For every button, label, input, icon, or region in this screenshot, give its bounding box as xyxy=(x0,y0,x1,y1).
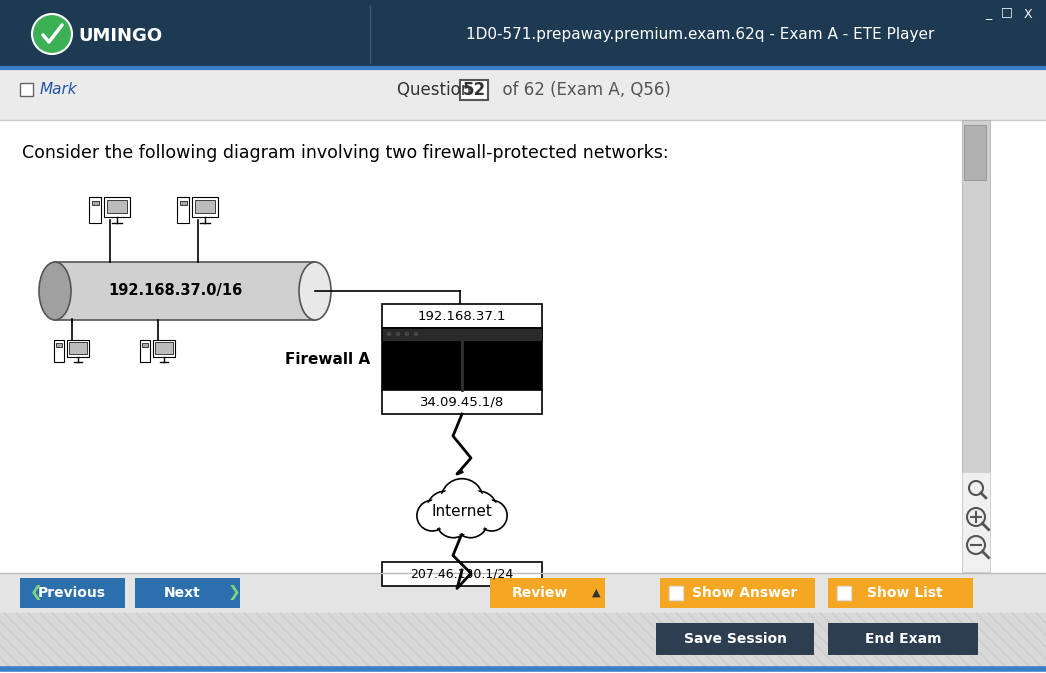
Text: _: _ xyxy=(985,7,992,20)
Text: Review: Review xyxy=(511,586,568,600)
Circle shape xyxy=(453,503,487,538)
FancyBboxPatch shape xyxy=(382,304,542,328)
FancyBboxPatch shape xyxy=(962,120,990,575)
Text: □: □ xyxy=(1001,5,1013,18)
FancyBboxPatch shape xyxy=(192,197,218,217)
FancyBboxPatch shape xyxy=(20,578,126,608)
Text: ❮: ❮ xyxy=(30,586,43,600)
FancyBboxPatch shape xyxy=(107,200,128,213)
Circle shape xyxy=(395,331,401,337)
FancyBboxPatch shape xyxy=(178,197,188,223)
FancyBboxPatch shape xyxy=(153,340,175,357)
FancyBboxPatch shape xyxy=(92,201,98,205)
FancyBboxPatch shape xyxy=(0,573,1046,613)
FancyBboxPatch shape xyxy=(962,472,990,572)
Circle shape xyxy=(386,331,392,337)
Circle shape xyxy=(429,493,461,526)
FancyBboxPatch shape xyxy=(382,328,542,341)
Text: ▲: ▲ xyxy=(592,588,600,598)
Circle shape xyxy=(413,331,419,337)
Text: X: X xyxy=(1024,7,1032,20)
FancyBboxPatch shape xyxy=(155,342,173,354)
FancyBboxPatch shape xyxy=(195,200,215,213)
FancyBboxPatch shape xyxy=(828,623,978,655)
FancyBboxPatch shape xyxy=(490,578,605,608)
FancyBboxPatch shape xyxy=(140,340,150,362)
Text: End Exam: End Exam xyxy=(865,632,941,646)
Text: 192.168.37.0/16: 192.168.37.0/16 xyxy=(108,283,242,299)
Circle shape xyxy=(460,491,497,528)
Circle shape xyxy=(455,505,485,536)
FancyBboxPatch shape xyxy=(0,0,1046,68)
Circle shape xyxy=(418,502,446,529)
Text: Internet: Internet xyxy=(432,503,493,518)
Text: Show List: Show List xyxy=(867,586,942,600)
Circle shape xyxy=(444,481,480,518)
FancyBboxPatch shape xyxy=(0,613,1046,669)
FancyBboxPatch shape xyxy=(67,340,89,357)
Text: 207.46.130.1/24: 207.46.130.1/24 xyxy=(410,567,514,581)
Text: ❯: ❯ xyxy=(228,586,241,600)
Text: Firewall A: Firewall A xyxy=(285,351,370,367)
FancyBboxPatch shape xyxy=(105,197,130,217)
Ellipse shape xyxy=(39,262,71,320)
FancyBboxPatch shape xyxy=(142,343,147,347)
Circle shape xyxy=(404,331,410,337)
Text: Show Answer: Show Answer xyxy=(692,586,798,600)
FancyBboxPatch shape xyxy=(382,562,542,586)
Text: 1D0-571.prepaway.premium.exam.62q - Exam A - ETE Player: 1D0-571.prepaway.premium.exam.62q - Exam… xyxy=(465,26,934,42)
Text: Previous: Previous xyxy=(38,586,106,600)
Text: Next: Next xyxy=(163,586,201,600)
Circle shape xyxy=(417,500,448,531)
FancyBboxPatch shape xyxy=(460,80,488,100)
Text: 34.09.45.1/8: 34.09.45.1/8 xyxy=(419,396,504,409)
Circle shape xyxy=(478,502,505,529)
FancyBboxPatch shape xyxy=(828,578,973,608)
FancyBboxPatch shape xyxy=(69,342,87,354)
Text: 52: 52 xyxy=(462,81,485,99)
FancyBboxPatch shape xyxy=(656,623,814,655)
Ellipse shape xyxy=(299,262,331,320)
Text: Consider the following diagram involving two firewall-protected networks:: Consider the following diagram involving… xyxy=(22,144,668,162)
FancyBboxPatch shape xyxy=(0,120,960,575)
Text: of 62 (Exam A, Q56): of 62 (Exam A, Q56) xyxy=(492,81,670,99)
Circle shape xyxy=(476,500,507,531)
FancyBboxPatch shape xyxy=(669,586,683,600)
FancyBboxPatch shape xyxy=(660,578,815,608)
Text: Mark: Mark xyxy=(40,83,77,98)
FancyBboxPatch shape xyxy=(180,201,186,205)
FancyBboxPatch shape xyxy=(54,340,64,362)
Circle shape xyxy=(427,491,463,528)
Circle shape xyxy=(32,14,72,54)
FancyBboxPatch shape xyxy=(20,83,33,96)
FancyBboxPatch shape xyxy=(89,197,100,223)
Text: Question: Question xyxy=(397,81,482,99)
Text: Save Session: Save Session xyxy=(683,632,787,646)
Circle shape xyxy=(440,479,483,521)
Circle shape xyxy=(462,493,495,526)
FancyBboxPatch shape xyxy=(135,578,240,608)
Text: 192.168.37.1: 192.168.37.1 xyxy=(417,310,506,322)
Circle shape xyxy=(436,503,471,538)
FancyBboxPatch shape xyxy=(56,343,62,347)
Circle shape xyxy=(438,505,469,536)
FancyBboxPatch shape xyxy=(837,586,851,600)
FancyBboxPatch shape xyxy=(382,390,542,414)
FancyBboxPatch shape xyxy=(55,262,315,320)
Text: UMINGO: UMINGO xyxy=(78,27,162,45)
FancyBboxPatch shape xyxy=(964,125,986,180)
FancyBboxPatch shape xyxy=(382,328,542,390)
FancyBboxPatch shape xyxy=(0,70,1046,120)
